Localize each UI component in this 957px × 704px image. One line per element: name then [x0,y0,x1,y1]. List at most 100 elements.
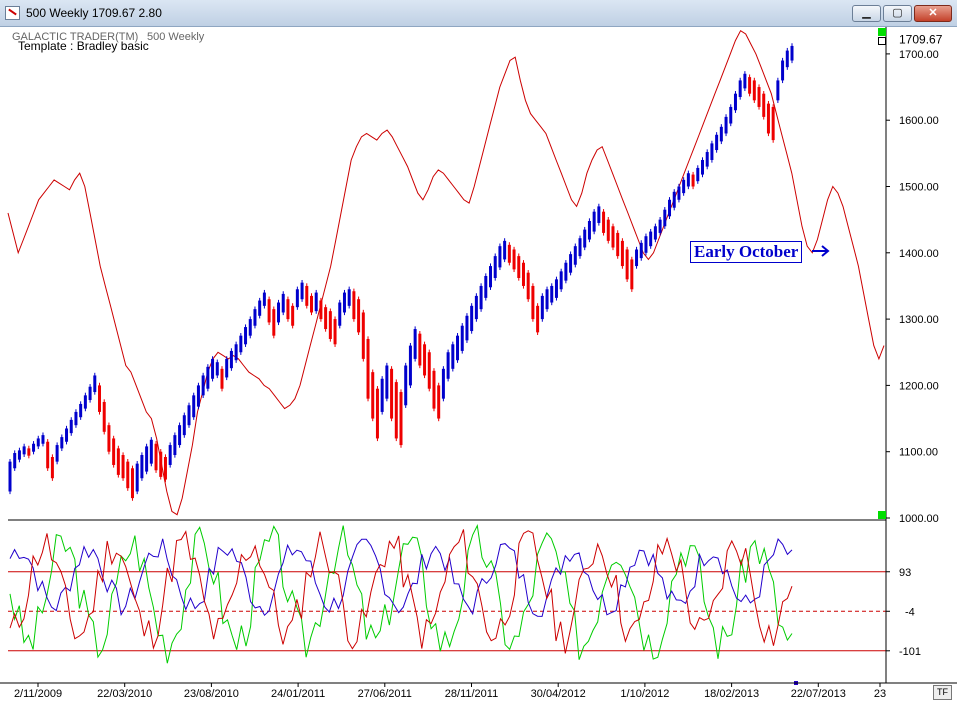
candle-body [602,211,606,233]
x-tick-label: 2/11/2009 [14,688,62,700]
maximize-button[interactable]: ▢ [883,5,912,22]
candle-body [385,365,389,399]
candle-body [668,199,672,217]
candle-body [74,411,78,426]
last-price-label: 1709.67 [899,32,943,46]
candle-body [13,453,17,469]
candle-body [46,441,50,469]
candle-body [88,386,92,400]
candle-body [98,385,102,412]
y-tick-label: 1300.00 [899,314,939,326]
candle-body [460,325,464,351]
osc-red-line [9,529,793,654]
candle-body [375,388,379,439]
annotation-arrow [812,245,830,257]
candle-body [733,93,737,111]
candle-body [766,103,770,134]
candle-body [437,385,441,419]
candle-body [342,292,346,313]
candle-body [135,463,139,492]
candle-body [107,425,111,452]
green-marker-bottom [878,511,886,519]
candle-body [554,279,558,298]
candle-body [187,405,191,426]
candle-body [338,302,342,326]
candle-body [60,437,64,449]
candle-body [69,419,73,434]
candle-body [748,77,752,94]
candle-body [573,246,577,265]
candle-body [225,358,229,378]
candle-body [244,327,248,345]
x-tick-label: 18/02/2013 [704,688,759,700]
chart-area[interactable]: 93 -4 -101 1000.00 1100.00 1200.00 1300.00 140… [0,27,957,704]
osc-tick-label: 93 [899,567,911,579]
price-chart-svg[interactable]: 93 -4 -101 1000.00 1100.00 1200.00 1300.00 140… [0,27,957,704]
bradley-line [7,29,885,516]
candle-body [390,368,394,419]
candle-body [267,299,271,323]
candle-body [277,302,281,323]
candle-body [724,116,728,134]
candle-body [663,209,667,227]
candle-body [324,307,328,330]
window-titlebar: 500 Weekly 1709.67 2.80 ▁ ▢ ✕ [0,0,957,27]
candle-body [239,335,243,353]
candle-body [55,445,59,462]
candle-body [503,240,507,260]
candle-body [677,186,681,200]
candle-body [630,259,634,290]
candle-body [281,293,285,313]
candle-body [130,468,134,499]
candle-body [790,45,794,61]
candle-body [328,311,332,339]
candle-body [83,395,87,409]
x-tick-label: 1/10/2012 [620,688,669,700]
candle-body [620,240,624,267]
candle-body [404,365,408,406]
candle-body [291,305,295,326]
y-tick-label: 1200.00 [899,380,939,392]
candle-body [357,299,361,333]
candle-body [262,292,266,306]
candle-body [545,289,549,310]
candle-body [347,289,351,306]
candle-body [361,312,365,359]
candle-body [286,299,290,320]
x-tick-label: 27/06/2011 [358,688,412,700]
tf-button[interactable]: TF [933,685,952,700]
candle-body [526,272,530,300]
candle-body [173,435,177,456]
candle-body [145,446,149,472]
candle-body [93,375,97,393]
candle-body [691,174,695,187]
candle-body [682,179,686,194]
candle-body [300,282,304,300]
candle-body [649,231,653,247]
candle-body [418,333,422,366]
candle-body [309,295,313,313]
candle-body [470,305,474,332]
candle-body [427,352,431,389]
candle-body [319,300,323,320]
y-tick-label: 1600.00 [899,115,939,127]
candle-body [785,50,789,68]
green-marker-top [878,28,886,36]
candle-body [710,143,714,160]
close-button[interactable]: ✕ [914,5,952,22]
candle-body [126,461,130,489]
candle-body [606,219,610,241]
candle-body [215,362,219,376]
y-tick-label: 1000.00 [899,513,939,525]
candle-body [578,238,582,257]
candle-body [752,80,756,101]
candle-body [17,450,21,460]
candle-body [743,73,747,89]
candle-body [234,344,238,361]
candle-body [272,309,276,336]
candle-body [592,211,596,232]
candle-body [635,249,639,267]
candle-body [517,256,521,278]
minimize-button[interactable]: ▁ [852,5,881,22]
osc-tick-label: -101 [899,646,921,658]
